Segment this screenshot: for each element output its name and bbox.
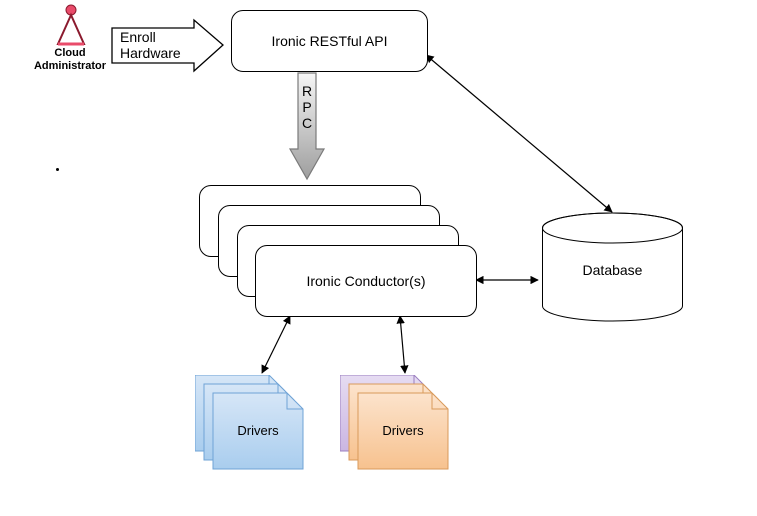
drivers-blue-label: Drivers [213,423,303,438]
ironic-api-label: Ironic RESTful API [272,33,388,49]
database-label: Database [540,262,685,278]
rpc-label: R P C [300,83,314,131]
cloud-admin-icon [54,4,88,46]
ironic-conductor-box: Ironic Conductor(s) [255,245,477,317]
rpc-p: P [300,99,314,115]
ironic-api-box: Ironic RESTful API [231,10,428,72]
database-label-text: Database [583,262,643,278]
enroll-line1: Enroll [120,29,156,45]
enroll-hardware-text: Enroll Hardware [120,29,181,61]
drivers-orange-text: Drivers [382,423,423,438]
rpc-c: C [300,115,314,131]
drivers-orange-label: Drivers [358,423,448,438]
stray-dot [56,168,59,171]
arrow-conductor-blue-drivers [262,316,290,373]
cloud-admin-label-l1: Cloud [54,47,85,59]
rpc-r: R [300,83,314,99]
arrow-api-db [426,55,612,212]
cloud-admin-label: Cloud Administrator [20,47,120,73]
enroll-hardware-arrow: Enroll Hardware [110,18,225,73]
arrow-conductor-orange-drivers [400,316,405,373]
cloud-admin-label-l2: Administrator [34,60,106,72]
drivers-orange-stack: Drivers [340,375,460,485]
drivers-blue-stack: Drivers [195,375,315,485]
drivers-blue-text: Drivers [237,423,278,438]
enroll-line2: Hardware [120,45,181,61]
ironic-conductor-label: Ironic Conductor(s) [306,273,425,289]
